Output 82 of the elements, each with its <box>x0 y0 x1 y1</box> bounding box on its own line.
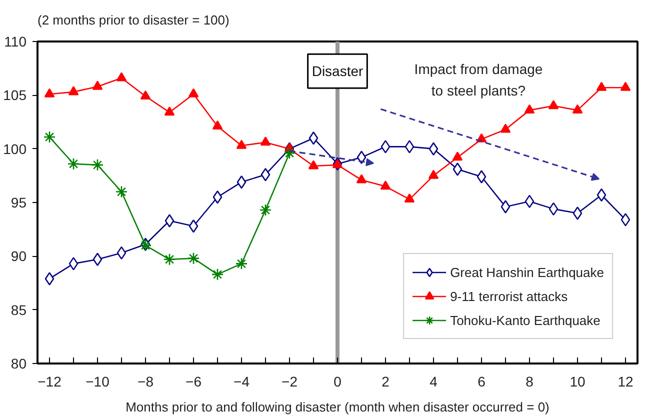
x-tick-label: −12 <box>38 374 62 390</box>
point <box>163 253 176 266</box>
point <box>44 88 55 98</box>
point <box>187 252 200 264</box>
y-tick-label: 80 <box>10 356 27 372</box>
point <box>212 120 223 130</box>
point <box>164 106 175 116</box>
point <box>500 124 511 133</box>
y-tick-label: 110 <box>4 34 27 50</box>
x-tick-label: 10 <box>570 374 586 390</box>
y-tick-label: 85 <box>10 302 27 318</box>
point <box>116 72 127 82</box>
point <box>620 213 630 226</box>
point <box>91 158 104 172</box>
point <box>308 160 319 170</box>
point <box>572 206 582 220</box>
legend-label: 9-11 terrorist attacks <box>450 288 568 304</box>
point <box>164 214 174 228</box>
x-tick-label: −8 <box>138 374 154 390</box>
point <box>283 146 296 160</box>
legend-label: Great Hanshin Earthquake <box>450 264 604 280</box>
point <box>380 180 391 190</box>
x-tick-label: 2 <box>382 374 390 390</box>
y-tick-label: 105 <box>3 87 27 104</box>
point <box>524 194 534 208</box>
x-tick-label: 8 <box>526 374 534 390</box>
point <box>211 268 224 281</box>
point <box>116 246 126 260</box>
point <box>572 104 583 114</box>
point <box>67 158 80 170</box>
x-tick-label: 12 <box>618 374 634 390</box>
point <box>596 188 606 202</box>
point <box>596 82 607 91</box>
point <box>428 142 438 156</box>
annotation: Impact from damage to steel plants? <box>414 60 543 98</box>
y-tick-label: 100 <box>3 140 27 157</box>
point <box>452 152 463 161</box>
point <box>428 170 439 179</box>
point <box>44 272 54 286</box>
point <box>308 131 318 145</box>
point <box>452 162 462 176</box>
x-tick-label: 0 <box>334 374 342 390</box>
point <box>236 175 246 189</box>
y-axis-title: (2 months prior to disaster = 100) <box>38 12 230 28</box>
point <box>260 168 270 182</box>
point <box>620 82 631 91</box>
point <box>140 90 151 100</box>
point <box>500 200 510 214</box>
legend-label: Tohoku-Kanto Earthquake <box>450 312 600 328</box>
x-tick-label: −6 <box>186 374 202 390</box>
point <box>236 140 247 149</box>
point <box>524 104 535 114</box>
point <box>68 86 79 96</box>
y-tick-label: 95 <box>10 194 27 210</box>
point <box>476 170 486 184</box>
point <box>404 140 414 154</box>
point <box>115 186 128 198</box>
x-axis-title: Months prior to and following disaster (month when disaster occurred = 0) <box>126 400 550 414</box>
point <box>548 100 559 110</box>
point <box>92 80 103 90</box>
point <box>332 159 343 168</box>
point <box>356 150 366 164</box>
ref-line-label: Disaster <box>312 63 364 80</box>
point <box>380 140 390 154</box>
point <box>68 257 78 270</box>
point <box>212 190 222 204</box>
x-tick-label: −4 <box>234 374 250 390</box>
x-tick-label: −10 <box>86 374 110 390</box>
point <box>92 252 102 266</box>
x-tick-label: 6 <box>478 374 486 390</box>
point <box>548 202 558 216</box>
point <box>404 193 415 203</box>
point <box>356 174 367 184</box>
point <box>188 88 199 98</box>
point <box>260 136 271 146</box>
x-tick-label: 4 <box>430 374 438 390</box>
x-tick-label: −2 <box>282 374 298 390</box>
y-tick-label: 90 <box>10 248 27 264</box>
point <box>235 258 248 270</box>
point <box>188 219 198 233</box>
point <box>43 130 56 144</box>
point <box>259 204 272 216</box>
